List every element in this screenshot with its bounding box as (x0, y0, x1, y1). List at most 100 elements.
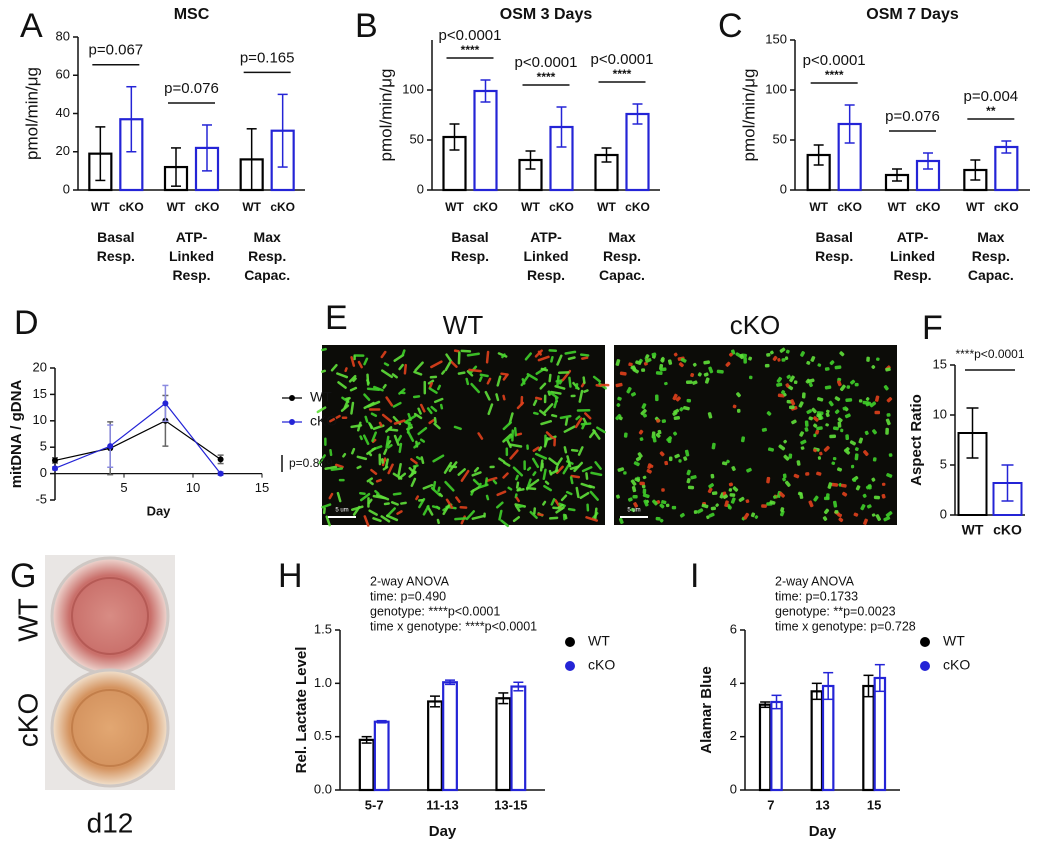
speck (781, 358, 786, 362)
speck (378, 453, 382, 466)
speck (836, 380, 842, 387)
error-bar (966, 407, 979, 459)
x-axis-label: Day (147, 503, 172, 518)
scale-bar-label: 5 um (335, 508, 348, 514)
speck (883, 385, 889, 391)
speck (343, 397, 350, 410)
speck (330, 363, 338, 372)
speck (349, 386, 358, 392)
p-value: p<0.0001 (803, 52, 866, 69)
speck (627, 497, 633, 502)
speck (686, 469, 691, 476)
error-bar (1001, 464, 1014, 502)
speck (417, 407, 422, 415)
y-tick-label: 20 (33, 359, 47, 374)
speck (397, 472, 407, 480)
speck (472, 478, 480, 486)
p-value: p=0.076 (164, 80, 219, 97)
speck (383, 448, 388, 456)
speck (651, 352, 657, 357)
speck (825, 423, 829, 427)
speck (352, 377, 357, 383)
speck (732, 486, 739, 492)
speck (468, 368, 482, 373)
well-label: cKO (12, 693, 43, 747)
x-tick-label: 5-7 (365, 797, 384, 812)
speck (329, 448, 333, 457)
speck (366, 477, 374, 483)
x-axis-label: Day (429, 823, 457, 840)
y-tick-label: 0 (417, 181, 424, 196)
speck (657, 429, 662, 435)
speck (383, 502, 390, 506)
speck (869, 401, 877, 408)
speck (368, 408, 381, 411)
y-axis-label: pmol/min/μg (22, 67, 41, 160)
speck (863, 450, 869, 457)
speck (569, 476, 574, 485)
speck (617, 396, 622, 401)
speck (642, 488, 647, 495)
p-value: p=0.067 (89, 42, 144, 59)
speck (685, 380, 693, 384)
speck (793, 473, 800, 479)
speck (618, 517, 624, 524)
speck (667, 438, 672, 444)
speck (817, 456, 822, 460)
speck (543, 484, 553, 492)
speck (866, 356, 870, 362)
speck (568, 376, 572, 388)
speck (783, 454, 790, 461)
speck (769, 500, 776, 505)
point (52, 465, 58, 472)
y-tick-label: 1.5 (314, 621, 332, 636)
speck (353, 355, 356, 361)
speck (471, 471, 482, 477)
speck (845, 434, 850, 441)
speck (513, 426, 518, 437)
speck (865, 397, 870, 401)
speck (459, 506, 468, 509)
speck (630, 479, 637, 486)
speck (840, 428, 844, 433)
speck (477, 432, 484, 440)
speck (707, 487, 713, 494)
speck (337, 381, 347, 389)
speck (864, 430, 869, 436)
speck (368, 509, 378, 516)
speck (823, 508, 830, 515)
speck (560, 494, 568, 502)
speck (858, 399, 863, 403)
speck (867, 484, 872, 490)
speck (728, 505, 732, 510)
speck (831, 482, 839, 487)
speck (816, 426, 823, 431)
speck (732, 404, 737, 409)
speck (516, 432, 523, 436)
annotation: genotype: ****p<0.0001 (370, 604, 500, 618)
speck (517, 504, 524, 509)
speck (672, 393, 678, 401)
speck (579, 491, 590, 500)
speck (344, 367, 348, 373)
well (50, 556, 170, 676)
speck (550, 355, 554, 363)
speck (523, 460, 526, 471)
speck (381, 458, 384, 464)
speck (515, 474, 519, 481)
speck (834, 409, 840, 414)
speck (498, 509, 503, 521)
group-label: ATP-Linked Resp. (889, 229, 936, 283)
speck (539, 382, 547, 390)
speck (785, 383, 790, 388)
speck (420, 456, 425, 465)
annotation: time: p=0.1733 (775, 589, 858, 603)
y-axis-label: Rel. Lactate Level (293, 647, 310, 774)
speck (564, 350, 577, 355)
series-line (54, 420, 221, 461)
speck (413, 370, 423, 376)
speck (380, 350, 387, 359)
speck (430, 360, 443, 369)
annotation: 2-way ANOVA (775, 574, 855, 588)
y-tick-label: 10 (933, 406, 947, 421)
